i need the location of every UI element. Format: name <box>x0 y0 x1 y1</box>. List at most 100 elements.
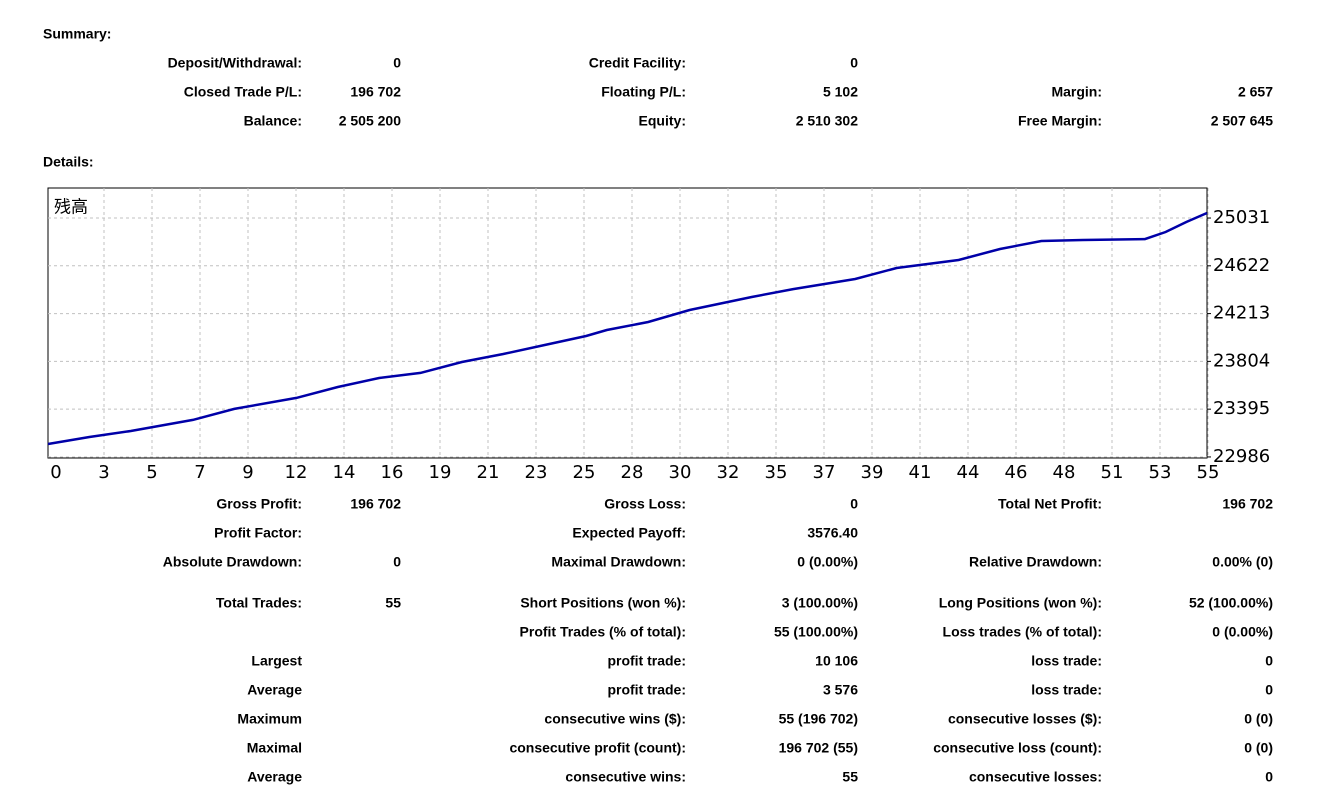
field-value: 55 <box>842 769 858 785</box>
field-value: 2 507 645 <box>1211 113 1273 129</box>
x-tick-label: 44 <box>957 462 980 483</box>
field-value: 3 (100.00%) <box>782 595 858 611</box>
field-value: 3576.40 <box>807 525 858 541</box>
field-label: Balance: <box>244 113 302 129</box>
field-value: 0 <box>850 55 858 71</box>
balance-line <box>47 211 1208 446</box>
field-label: Gross Profit: <box>216 496 302 512</box>
field-label: Long Positions (won %): <box>939 595 1102 611</box>
x-tick-label: 30 <box>669 462 692 483</box>
field-label: Deposit/Withdrawal: <box>168 55 302 71</box>
field-label: consecutive losses ($): <box>948 711 1102 727</box>
x-tick-label: 16 <box>381 462 404 483</box>
field-value: 0 <box>1265 653 1273 669</box>
field-value: 52 (100.00%) <box>1189 595 1273 611</box>
field-value: 0 (0) <box>1244 711 1273 727</box>
chart-label: 残高 <box>54 197 88 216</box>
x-tick-label: 51 <box>1101 462 1124 483</box>
field-value: 3 576 <box>823 682 858 698</box>
field-label: Gross Loss: <box>604 496 686 512</box>
field-value: 55 (196 702) <box>779 711 858 727</box>
field-label: consecutive loss (count): <box>933 740 1102 756</box>
x-tick-label: 14 <box>333 462 356 483</box>
field-label: profit trade: <box>607 682 686 698</box>
field-label: consecutive losses: <box>969 769 1102 785</box>
x-tick-label: 28 <box>621 462 644 483</box>
y-tick-label: 24622 <box>1213 255 1270 276</box>
x-tick-label: 7 <box>194 462 205 483</box>
field-label: Maximum <box>237 711 302 727</box>
x-tick-label: 32 <box>717 462 740 483</box>
field-label: Loss trades (% of total): <box>943 624 1102 640</box>
field-label: Profit Factor: <box>214 525 302 541</box>
field-label: profit trade: <box>607 653 686 669</box>
chart-frame <box>47 187 1208 459</box>
y-tick-label: 25031 <box>1213 207 1270 228</box>
field-value: 2 505 200 <box>339 113 401 129</box>
field-label: consecutive wins ($): <box>544 711 686 727</box>
x-tick-label: 9 <box>242 462 253 483</box>
x-tick-label: 12 <box>285 462 308 483</box>
field-label: Equity: <box>639 113 686 129</box>
field-label: Total Net Profit: <box>998 496 1102 512</box>
x-tick-label: 48 <box>1053 462 1076 483</box>
field-value: 0 <box>1265 769 1273 785</box>
field-label: Maximal <box>247 740 302 756</box>
y-tick-label: 23395 <box>1213 398 1270 419</box>
field-label: Credit Facility: <box>589 55 686 71</box>
field-value: 0 (0) <box>1244 740 1273 756</box>
field-label: Expected Payoff: <box>572 525 686 541</box>
field-label: Free Margin: <box>1018 113 1102 129</box>
field-label: Average <box>247 682 302 698</box>
x-tick-label: 53 <box>1149 462 1172 483</box>
y-tick-label: 23804 <box>1213 350 1270 371</box>
field-label: Largest <box>251 653 302 669</box>
field-label: Margin: <box>1051 84 1102 100</box>
y-tick-label: 24213 <box>1213 303 1270 324</box>
field-value: 196 702 <box>350 496 401 512</box>
field-value: 5 102 <box>823 84 858 100</box>
details-title: Details: <box>43 154 94 170</box>
field-label: Total Trades: <box>216 595 302 611</box>
field-label: Relative Drawdown: <box>969 554 1102 570</box>
x-tick-label: 55 <box>1197 462 1220 483</box>
field-label: loss trade: <box>1031 653 1102 669</box>
x-tick-label: 3 <box>98 462 109 483</box>
field-value: 0 (0.00%) <box>797 554 858 570</box>
field-label: loss trade: <box>1031 682 1102 698</box>
field-label: Short Positions (won %): <box>520 595 686 611</box>
x-tick-label: 0 <box>50 462 61 483</box>
field-label: Average <box>247 769 302 785</box>
field-label: Absolute Drawdown: <box>163 554 302 570</box>
field-value: 0 <box>393 554 401 570</box>
field-value: 196 702 (55) <box>779 740 858 756</box>
field-label: Profit Trades (% of total): <box>520 624 686 640</box>
field-value: 55 (100.00%) <box>774 624 858 640</box>
field-value: 10 106 <box>815 653 858 669</box>
field-value: 0 <box>1265 682 1273 698</box>
summary-title: Summary: <box>43 26 111 42</box>
x-tick-label: 39 <box>861 462 884 483</box>
x-tick-label: 23 <box>525 462 548 483</box>
field-value: 55 <box>385 595 401 611</box>
x-tick-label: 21 <box>477 462 500 483</box>
x-tick-label: 25 <box>573 462 596 483</box>
field-label: Closed Trade P/L: <box>184 84 302 100</box>
field-value: 196 702 <box>350 84 401 100</box>
field-value: 196 702 <box>1222 496 1273 512</box>
field-value: 0 <box>393 55 401 71</box>
field-value: 0 (0.00%) <box>1212 624 1273 640</box>
field-value: 0 <box>850 496 858 512</box>
y-tick-label: 22986 <box>1213 446 1270 467</box>
field-value: 0.00% (0) <box>1212 554 1273 570</box>
x-tick-label: 41 <box>909 462 932 483</box>
field-label: Maximal Drawdown: <box>551 554 686 570</box>
x-tick-label: 46 <box>1005 462 1028 483</box>
field-label: Floating P/L: <box>601 84 686 100</box>
field-label: consecutive profit (count): <box>509 740 686 756</box>
x-tick-label: 37 <box>813 462 836 483</box>
x-tick-label: 5 <box>146 462 157 483</box>
field-value: 2 657 <box>1238 84 1273 100</box>
